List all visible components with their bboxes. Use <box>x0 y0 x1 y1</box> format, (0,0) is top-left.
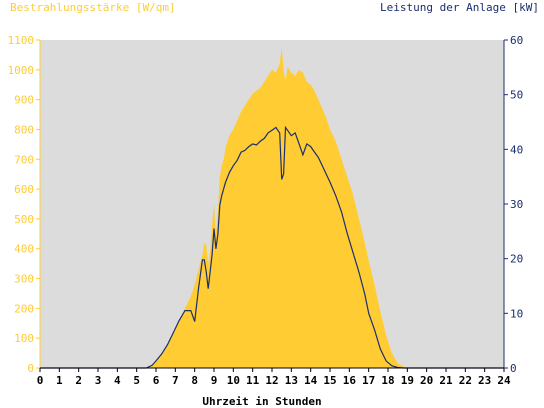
y-tick-label-right: 50 <box>510 89 523 102</box>
y-tick-label-right: 0 <box>510 362 517 375</box>
x-tick-label: 5 <box>133 374 140 387</box>
y-tick-label-left: 1100 <box>8 34 35 47</box>
y-tick-label-right: 30 <box>510 198 523 211</box>
irradiance-area <box>40 47 504 368</box>
y-tick-label-left: 400 <box>14 243 34 256</box>
irradiance-layer <box>40 47 504 368</box>
axes-layer: 0100200300400500600700800900100011000102… <box>8 34 524 387</box>
power-layer <box>40 125 504 369</box>
x-tick-label: 9 <box>211 374 218 387</box>
x-tick-label: 15 <box>323 374 336 387</box>
y-tick-label-right: 20 <box>510 253 523 266</box>
left-axis-label: Bestrahlungsstärke [W/qm] <box>10 1 176 14</box>
y-tick-label-left: 1000 <box>8 64 35 77</box>
y-tick-label-left: 900 <box>14 94 34 107</box>
x-tick-label: 2 <box>75 374 82 387</box>
y-tick-label-left: 0 <box>27 362 34 375</box>
y-tick-label-left: 300 <box>14 273 34 286</box>
x-tick-label: 13 <box>285 374 298 387</box>
y-tick-label-left: 600 <box>14 183 34 196</box>
x-tick-label: 8 <box>191 374 198 387</box>
x-tick-label: 20 <box>420 374 433 387</box>
y-tick-label-right: 10 <box>510 307 523 320</box>
x-tick-label: 4 <box>114 374 121 387</box>
x-tick-label: 12 <box>265 374 278 387</box>
y-tick-label-left: 700 <box>14 153 34 166</box>
power-line <box>40 125 504 369</box>
x-tick-label: 16 <box>343 374 357 387</box>
x-tick-label: 0 <box>37 374 44 387</box>
x-tick-label: 14 <box>304 374 318 387</box>
x-axis-label: Uhrzeit in Stunden <box>202 395 321 408</box>
x-tick-label: 17 <box>362 374 375 387</box>
x-tick-label: 19 <box>401 374 414 387</box>
x-tick-label: 1 <box>56 374 63 387</box>
x-tick-label: 23 <box>478 374 491 387</box>
right-axis-label: Leistung der Anlage [kW] <box>380 1 539 14</box>
x-tick-label: 10 <box>227 374 240 387</box>
y-tick-label-left: 100 <box>14 332 34 345</box>
x-tick-label: 21 <box>439 374 453 387</box>
y-tick-label-left: 800 <box>14 123 34 136</box>
y-tick-label-left: 500 <box>14 213 34 226</box>
x-tick-label: 22 <box>459 374 472 387</box>
y-tick-label-left: 200 <box>14 302 34 315</box>
y-tick-label-right: 40 <box>510 143 523 156</box>
x-tick-label: 24 <box>497 374 511 387</box>
x-tick-label: 3 <box>95 374 102 387</box>
x-tick-label: 11 <box>246 374 260 387</box>
x-tick-label: 18 <box>381 374 394 387</box>
x-tick-label: 6 <box>153 374 160 387</box>
x-tick-label: 7 <box>172 374 179 387</box>
y-tick-label-right: 60 <box>510 34 523 47</box>
